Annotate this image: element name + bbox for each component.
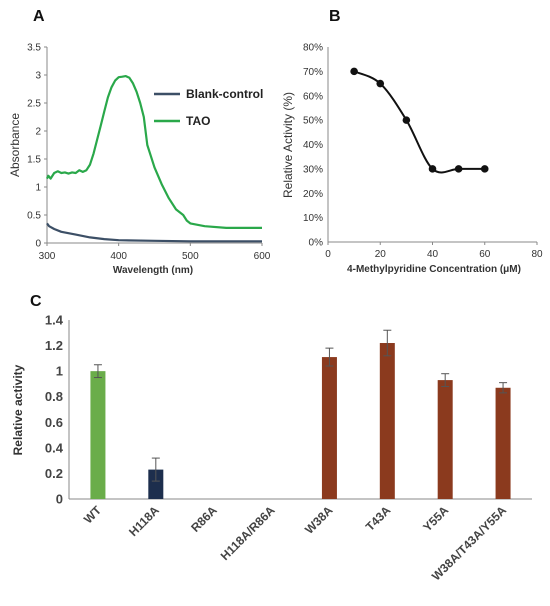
panel-a-x-tick-label: 400 — [110, 251, 127, 262]
panel-b-x-tick-label: 80 — [531, 249, 543, 260]
panel-b-inhibition-chart: 0% 10% 20% 30% 40% 50% 60% 70% 80% 0 20 40 60 80 Rel… — [281, 43, 543, 276]
panel-b-x-tick-label: 40 — [427, 249, 439, 260]
panel-c-y-tick-label: 0.2 — [45, 466, 63, 481]
panel-a-y-tick-label: 0 — [35, 239, 41, 250]
panel-b-data-point — [402, 116, 411, 124]
panel-a-y-tick-label: 2.5 — [27, 99, 41, 110]
panel-c-y-tick-label: 0 — [56, 492, 63, 507]
panel-a-y-tick-label: 3 — [35, 71, 41, 82]
panel-c-category-label: Y55A — [420, 503, 451, 534]
bar-w38a-t43a-y55a — [495, 387, 511, 499]
panel-a-y-tick-label: 3.5 — [27, 43, 41, 54]
panel-b-y-tick-label: 50% — [303, 116, 323, 127]
panel-c-y-tick-label: 1 — [56, 364, 63, 379]
panel-a-y-axis-title: Absorbance — [8, 113, 22, 177]
panel-b-x-axis-title: 4-Methylpyridine Concentration (μM) — [347, 264, 521, 275]
bar-w38a — [321, 357, 337, 499]
bar-wt — [90, 371, 106, 499]
panel-c-y-tick-label: 1.2 — [45, 338, 63, 353]
panel-b-y-tick-label: 10% — [303, 213, 323, 224]
series-line-tao — [46, 74, 262, 229]
panel-c-category-label: R86A — [188, 503, 220, 535]
panel-b-data-point — [376, 79, 385, 88]
panel-b-data-point — [454, 165, 463, 173]
panel-a-x-axis-title: Wavelength (nm) — [113, 265, 193, 276]
panel-c-y-tick-label: 0.6 — [45, 415, 63, 430]
panel-label-a: A — [33, 8, 45, 25]
bar-t43a — [379, 343, 395, 499]
panel-b-y-tick-label: 0% — [309, 238, 324, 249]
legend-label-blank-control: Blank-control — [186, 87, 263, 101]
panel-b-data-point — [480, 165, 489, 173]
panel-b-y-tick-label: 80% — [303, 43, 323, 54]
panel-a-y-tick-label: 2 — [35, 127, 41, 138]
panel-b-y-tick-label: 70% — [303, 67, 323, 78]
panel-c-category-label: H118A/R86A — [218, 503, 278, 563]
panel-c-y-tick-label: 1.4 — [45, 313, 64, 328]
panel-a-absorbance-chart: 0 0.5 1 1.5 2 2.5 3 3.5 300 400 500 600 Absorbance… — [8, 43, 271, 277]
panel-c-category-label: WT — [81, 503, 105, 527]
panel-c-category-label: T43A — [363, 503, 394, 534]
bar-y55a — [437, 380, 453, 499]
panel-b-y-tick-label: 40% — [303, 140, 323, 151]
panel-a-y-tick-label: 1 — [35, 183, 41, 194]
panel-b-y-tick-label: 60% — [303, 91, 323, 102]
panel-a-x-tick-label: 600 — [254, 251, 271, 262]
panel-b-x-tick-label: 0 — [325, 249, 331, 260]
panel-a-y-tick-label: 0.5 — [27, 211, 41, 222]
panel-c-category-label: W38A — [302, 503, 336, 537]
panel-label-b: B — [329, 8, 341, 25]
panel-b-data-point — [350, 67, 358, 76]
panel-c-y-axis-title: Relative activity — [11, 364, 25, 455]
panel-b-y-axis-title: Relative Activity (%) — [281, 92, 295, 198]
panel-c-category-label: H118A — [126, 503, 162, 539]
panel-b-curve — [353, 70, 485, 174]
panel-b-y-tick-label: 30% — [303, 164, 323, 175]
panel-a-x-tick-label: 500 — [182, 251, 199, 262]
bar-h118a — [148, 469, 164, 499]
panel-c-y-tick-label: 0.4 — [45, 440, 64, 455]
panel-label-c: C — [30, 293, 42, 310]
series-line-blank-control — [46, 222, 262, 243]
panel-b-data-point — [428, 165, 437, 173]
panel-b-y-tick-label: 20% — [303, 189, 323, 200]
panel-a-y-tick-label: 1.5 — [27, 155, 41, 166]
panel-a-x-tick-label: 300 — [39, 251, 56, 262]
panel-b-x-tick-label: 20 — [375, 249, 387, 260]
legend-label-tao: TAO — [186, 114, 210, 128]
panel-c-relative-activity-chart: 0 0.2 0.4 0.6 0.8 1 1.2 1.4 WT H118A R86AH118A/R8… — [11, 313, 532, 583]
panel-c-y-tick-label: 0.8 — [45, 389, 63, 404]
panel-b-x-tick-label: 60 — [479, 249, 491, 260]
